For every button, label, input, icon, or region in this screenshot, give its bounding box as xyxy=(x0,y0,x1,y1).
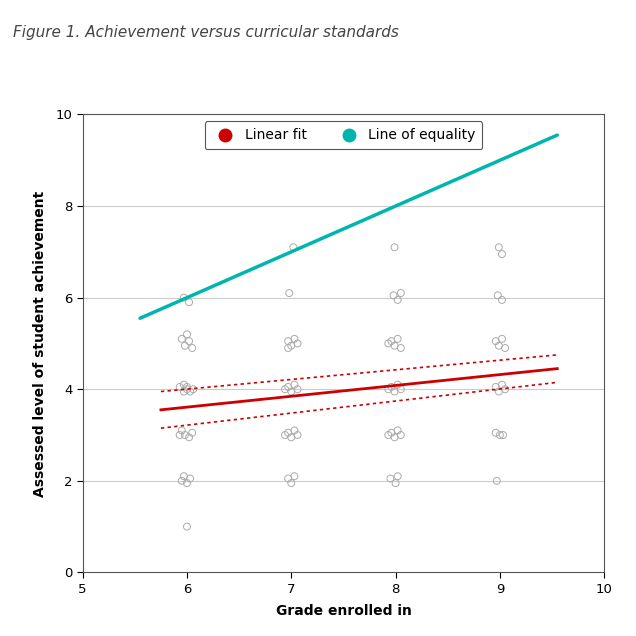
Legend: Linear fit, Line of equality: Linear fit, Line of equality xyxy=(205,121,482,149)
Point xyxy=(175,382,185,392)
Point xyxy=(497,249,507,259)
Point xyxy=(177,425,187,436)
Point xyxy=(392,380,403,390)
Point xyxy=(179,293,189,303)
Point xyxy=(497,295,507,305)
Point xyxy=(283,343,293,353)
Point xyxy=(185,473,195,483)
Point xyxy=(286,432,296,443)
Point xyxy=(284,288,294,298)
Point xyxy=(286,341,296,351)
Point xyxy=(396,430,406,440)
Point xyxy=(293,338,303,349)
Point xyxy=(187,343,197,353)
Point xyxy=(182,329,192,340)
Point xyxy=(184,336,194,346)
Point xyxy=(293,384,303,394)
Point xyxy=(389,290,399,300)
Point xyxy=(385,473,396,483)
Point xyxy=(180,430,190,440)
Point xyxy=(289,471,300,481)
Point xyxy=(392,471,403,481)
Y-axis label: Assessed level of student achievement: Assessed level of student achievement xyxy=(33,190,47,497)
Point xyxy=(492,476,502,486)
Point xyxy=(494,387,504,397)
Point xyxy=(389,432,399,443)
Point xyxy=(392,295,403,305)
Point xyxy=(495,430,505,440)
Point xyxy=(490,382,501,392)
Point xyxy=(288,242,298,252)
Text: Figure 1. Achievement versus curricular standards: Figure 1. Achievement versus curricular … xyxy=(13,25,399,41)
Point xyxy=(289,425,300,436)
Point xyxy=(493,290,503,300)
Point xyxy=(392,425,403,436)
Point xyxy=(182,478,192,488)
Point xyxy=(180,341,190,351)
Point xyxy=(283,382,293,392)
Point xyxy=(386,427,396,438)
Point xyxy=(289,334,300,344)
Point xyxy=(497,334,507,344)
Point xyxy=(286,478,296,488)
Point xyxy=(286,387,296,397)
Point xyxy=(177,476,187,486)
Point xyxy=(187,427,197,438)
Point xyxy=(184,432,194,443)
X-axis label: Grade enrolled in: Grade enrolled in xyxy=(275,604,411,618)
Point xyxy=(179,380,189,390)
Point xyxy=(490,336,501,346)
Point xyxy=(490,427,501,438)
Point xyxy=(283,427,293,438)
Point xyxy=(182,522,192,532)
Point xyxy=(184,297,194,307)
Point xyxy=(500,384,510,394)
Point xyxy=(389,242,399,252)
Point xyxy=(497,380,507,390)
Point xyxy=(396,288,406,298)
Point xyxy=(179,471,189,481)
Point xyxy=(182,382,192,392)
Point xyxy=(391,478,401,488)
Point xyxy=(188,384,198,394)
Point xyxy=(396,343,406,353)
Point xyxy=(389,387,399,397)
Point xyxy=(384,384,394,394)
Point xyxy=(182,384,192,394)
Point xyxy=(289,380,300,390)
Point xyxy=(392,334,403,344)
Point xyxy=(386,382,396,392)
Point xyxy=(185,387,195,397)
Point xyxy=(293,430,303,440)
Point xyxy=(494,242,504,252)
Point xyxy=(280,430,290,440)
Point xyxy=(283,473,293,483)
Point xyxy=(389,341,399,351)
Point xyxy=(500,343,510,353)
Point xyxy=(384,338,394,349)
Point xyxy=(177,334,187,344)
Point xyxy=(283,336,293,346)
Point xyxy=(179,387,189,397)
Point xyxy=(498,430,508,440)
Point xyxy=(384,430,394,440)
Point xyxy=(175,430,185,440)
Point xyxy=(386,336,396,346)
Point xyxy=(280,384,290,394)
Point xyxy=(396,384,406,394)
Point xyxy=(494,341,504,351)
